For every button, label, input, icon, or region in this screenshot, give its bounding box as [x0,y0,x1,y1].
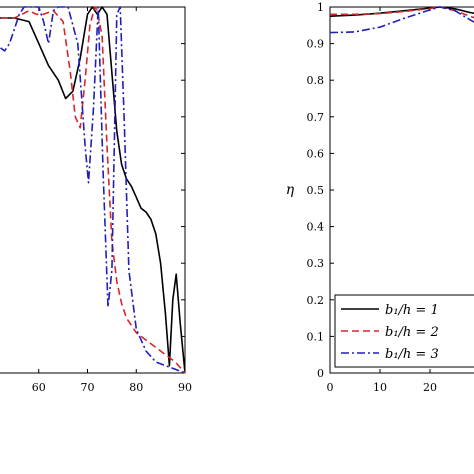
left-x-tick-label: 90 [178,381,192,394]
right-y-tick-label: 1 [317,1,324,14]
left-series-line-1 [0,6,185,374]
right-y-tick-label: 0.1 [307,330,325,343]
right-y-tick-label: 0.4 [307,221,325,234]
right-y-tick-label: 0.7 [307,111,325,124]
right-y-tick-label: 0.5 [307,184,325,197]
right-series-line-3 [330,6,474,34]
left-x-tick-label: 70 [81,381,95,394]
legend: b₁/h = 1 b₁/h = 2 b₁/h = 3 [334,294,474,368]
legend-entry-2: b₁/h = 2 [385,325,439,340]
right-y-tick-label: 0.9 [307,38,325,51]
right-x-tick-label: 0 [327,381,334,394]
left-axes-box [0,6,186,374]
right-y-tick-label: 0.3 [307,257,325,270]
right-x-tick-label: 10 [373,381,387,394]
left-plot: 60 70 80 90 [0,6,192,394]
right-y-tick-label: 0 [317,367,324,380]
right-y-tick-label: 0.2 [307,294,325,307]
right-plot: 0 10 20 0 0.1 0.2 0.3 0.4 0.5 0.6 0.7 0.8 0.9 1 η b₁/h … [286,1,474,394]
left-series-line-3 [0,6,185,374]
legend-entry-3: b₁/h = 3 [385,347,439,362]
left-series-line-2 [0,6,185,374]
left-x-tick-label: 80 [129,381,143,394]
legend-entry-1: b₁/h = 1 [385,303,439,318]
right-y-axis-label: η [286,182,295,198]
left-x-tick-label: 60 [32,381,46,394]
right-y-tick-label: 0.8 [307,74,325,87]
right-x-tick-label: 20 [423,381,437,394]
right-y-tick-label: 0.6 [307,147,325,160]
right-series-line-2 [330,6,474,19]
